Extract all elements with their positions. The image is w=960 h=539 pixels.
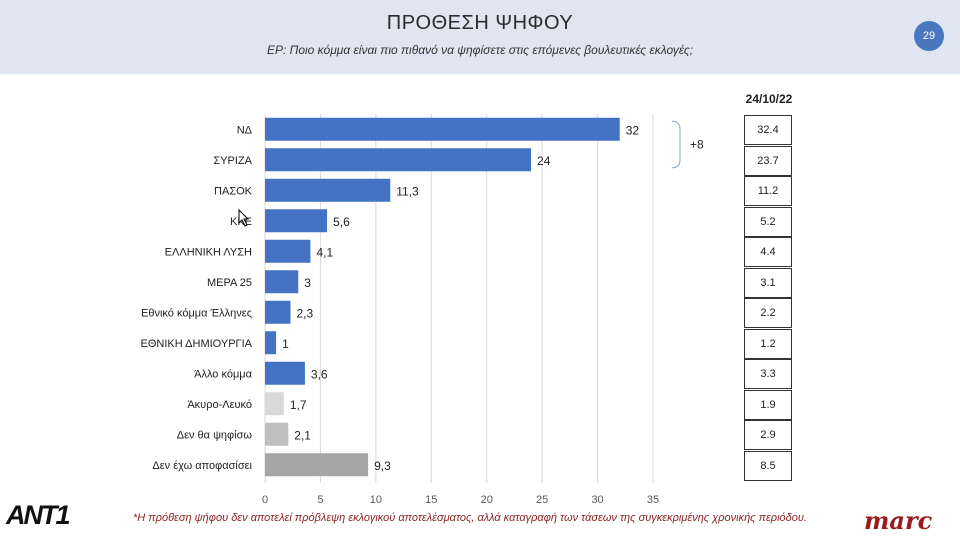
bracket bbox=[671, 120, 681, 169]
bar bbox=[265, 392, 284, 416]
value-label: 11,3 bbox=[396, 184, 419, 198]
comparison-value: 11.2 bbox=[744, 176, 792, 206]
comparison-value: 3.1 bbox=[744, 267, 792, 298]
x-tick-label: 15 bbox=[425, 494, 437, 506]
category-label: ΠΑΣΟΚ bbox=[214, 185, 253, 197]
bar bbox=[265, 453, 369, 477]
comparison-value: 2.9 bbox=[744, 420, 792, 450]
value-label: 1,7 bbox=[290, 398, 307, 412]
x-tick-label: 20 bbox=[481, 494, 493, 506]
comparison-value: 4.4 bbox=[744, 237, 792, 267]
x-tick-label: 0 bbox=[262, 494, 268, 506]
value-label: 9,3 bbox=[374, 459, 391, 473]
category-label: ΜΕΡΑ 25 bbox=[207, 277, 252, 289]
value-label: 4,1 bbox=[316, 245, 333, 259]
page-number-badge: 29 bbox=[914, 21, 944, 51]
bar bbox=[265, 270, 299, 294]
bar bbox=[265, 148, 532, 172]
page-title: ΠΡΟΘΕΣΗ ΨΗΦΟΥ bbox=[386, 12, 574, 34]
comparison-value: 23.7 bbox=[744, 145, 792, 176]
x-tick-label: 5 bbox=[317, 494, 323, 506]
value-label: 32 bbox=[626, 123, 640, 137]
category-label: ΕΘΝΙΚΗ ΔΗΜΙΟΥΡΓΙΑ bbox=[141, 338, 253, 350]
category-label: Δεν έχω αποφασίσει bbox=[152, 460, 252, 472]
value-label: 24 bbox=[537, 154, 551, 168]
comparison-value: 1.2 bbox=[744, 328, 792, 359]
bar bbox=[265, 239, 311, 263]
comparison-value: 3.3 bbox=[744, 359, 792, 389]
bar bbox=[265, 300, 291, 324]
category-label: Εθνικό κόμμα Έλληνες bbox=[141, 307, 252, 319]
footnote: *Η πρόθεση ψήφου δεν αποτελεί πρόβλεψη ε… bbox=[133, 512, 807, 524]
mouse-cursor-icon bbox=[238, 209, 250, 227]
category-label: Δεν θα ψηφίσω bbox=[177, 429, 253, 441]
bar bbox=[265, 117, 620, 141]
bar bbox=[265, 422, 289, 446]
marc-logo: marc bbox=[864, 506, 933, 535]
category-label: ΝΔ bbox=[237, 124, 253, 136]
bar bbox=[265, 178, 391, 202]
value-label: 2,1 bbox=[294, 428, 311, 442]
value-label: 1 bbox=[282, 337, 289, 351]
x-tick-label: 25 bbox=[536, 494, 548, 506]
value-label: 5,6 bbox=[333, 215, 350, 229]
x-tick-label: 10 bbox=[370, 494, 382, 506]
comparison-date: 24/10/22 bbox=[745, 92, 793, 106]
category-label: ΕΛΛΗΝΙΚΗ ΛΥΣΗ bbox=[165, 246, 252, 258]
comparison-value: 1.9 bbox=[744, 389, 792, 420]
x-tick-label: 30 bbox=[591, 494, 603, 506]
category-label: Άλλο κόμμα bbox=[194, 368, 253, 380]
ant1-logo: ANT1 bbox=[6, 500, 71, 530]
comparison-value: 8.5 bbox=[744, 450, 792, 481]
value-label: 2,3 bbox=[296, 306, 313, 320]
value-label: 3 bbox=[304, 276, 311, 290]
comparison-value: 5.2 bbox=[744, 206, 792, 237]
category-label: ΣΥΡΙΖΑ bbox=[213, 155, 252, 167]
difference-annotation: +8 bbox=[690, 138, 704, 152]
bar bbox=[265, 209, 328, 233]
comparison-value: 2.2 bbox=[744, 298, 792, 328]
comparison-value: 32.4 bbox=[744, 115, 792, 145]
page-subtitle: ΕΡ: Ποιο κόμμα είναι πιο πιθανό να ψηφίσ… bbox=[266, 43, 694, 57]
category-label: Άκυρο-Λευκό bbox=[187, 399, 252, 411]
bar bbox=[265, 331, 277, 355]
bar bbox=[265, 361, 305, 385]
x-tick-label: 35 bbox=[647, 494, 659, 506]
value-label: 3,6 bbox=[311, 367, 328, 381]
header-band bbox=[0, 0, 960, 74]
